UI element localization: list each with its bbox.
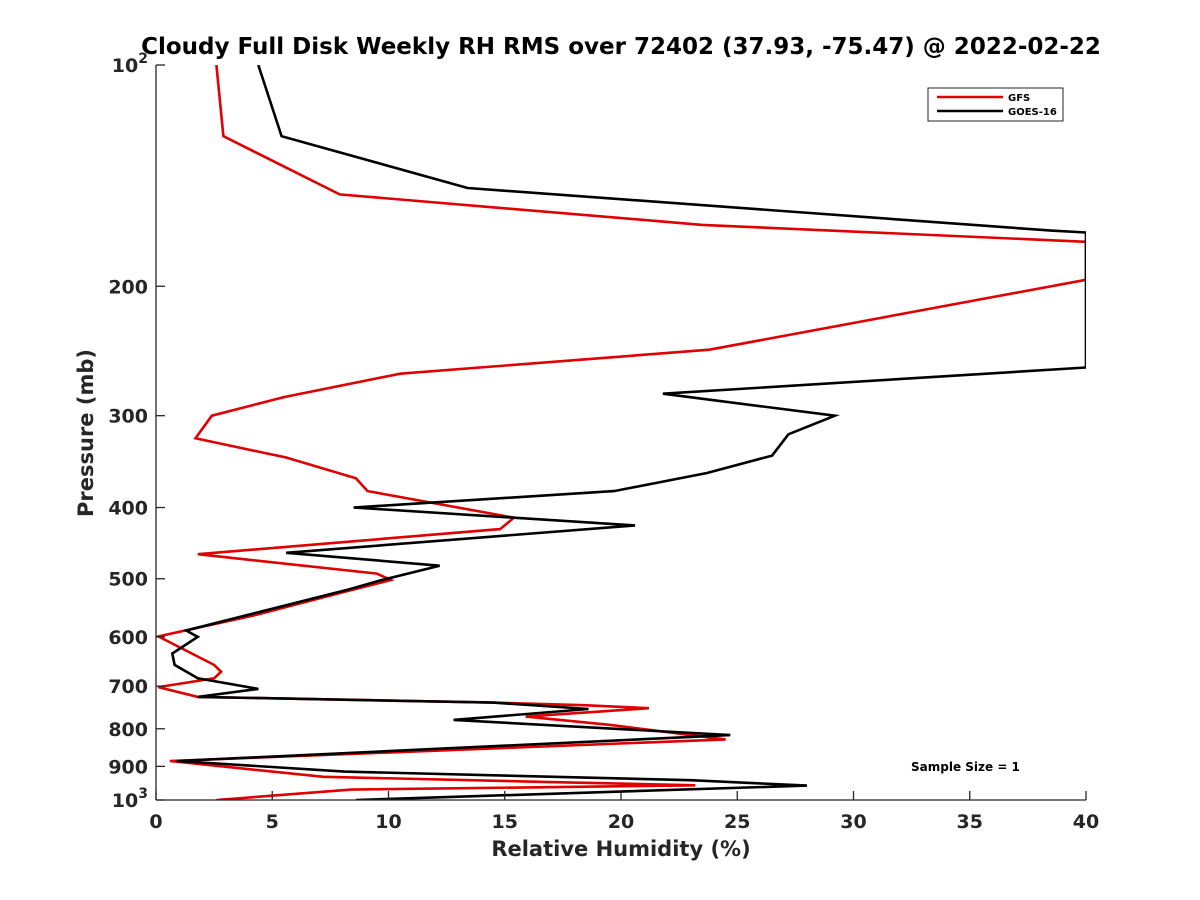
y-tick-label: 700 bbox=[108, 676, 148, 698]
x-tick-label: 10 bbox=[375, 811, 401, 833]
series-layer bbox=[156, 65, 1086, 800]
x-tick-label: 5 bbox=[266, 811, 279, 833]
y-tick-label: 103 bbox=[112, 786, 148, 812]
y-tick-label: 900 bbox=[108, 756, 148, 778]
x-tick-label: 15 bbox=[492, 811, 518, 833]
x-tick-label: 25 bbox=[724, 811, 750, 833]
x-tick-label: 35 bbox=[957, 811, 983, 833]
y-tick-label: 800 bbox=[108, 719, 148, 741]
legend-label-gfs: GFS bbox=[1008, 93, 1030, 104]
sample-size-annotation: Sample Size = 1 bbox=[911, 760, 1020, 774]
y-tick-label: 500 bbox=[108, 569, 148, 591]
x-axis-label: Relative Humidity (%) bbox=[491, 837, 750, 861]
x-tick-label: 20 bbox=[608, 811, 634, 833]
y-tick-label: 300 bbox=[108, 406, 148, 428]
plot-area bbox=[156, 65, 1086, 800]
y-tick-label: 600 bbox=[108, 627, 148, 649]
legend-label-goes16: GOES-16 bbox=[1008, 107, 1057, 118]
series-line-goes-16 bbox=[170, 65, 1086, 800]
legend-box bbox=[927, 87, 1064, 122]
x-tick-label: 40 bbox=[1073, 811, 1099, 833]
y-axis-label: Pressure (mb) bbox=[74, 349, 98, 517]
y-tick-label: 102 bbox=[112, 51, 148, 77]
chart-title: Cloudy Full Disk Weekly RH RMS over 7240… bbox=[141, 34, 1101, 60]
y-tick-label: 200 bbox=[108, 276, 148, 298]
x-axis-ticks: 0 5 10 15 20 25 30 35 40 bbox=[149, 791, 1099, 833]
legend: GFS GOES-16 bbox=[927, 87, 1064, 122]
x-tick-label: 0 bbox=[149, 811, 162, 833]
y-tick-label: 400 bbox=[108, 498, 148, 520]
y-axis-ticks: 102 200 300 400 500 600 700 800 900 103 bbox=[108, 51, 165, 812]
x-tick-label: 30 bbox=[840, 811, 866, 833]
